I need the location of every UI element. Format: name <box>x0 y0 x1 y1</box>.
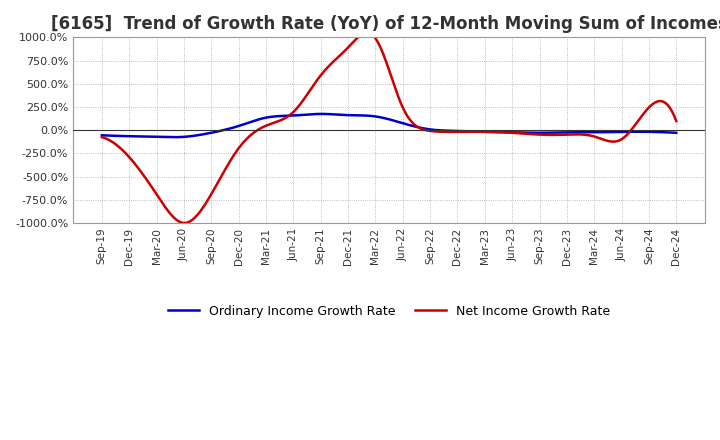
Ordinary Income Growth Rate <box>453 128 462 134</box>
Ordinary Income Growth Rate <box>317 111 325 117</box>
Net Income Growth Rate <box>363 30 372 36</box>
Net Income Growth Rate <box>444 129 452 135</box>
Net Income Growth Rate <box>672 118 680 124</box>
Ordinary Income Growth Rate <box>444 128 452 133</box>
Line: Net Income Growth Rate: Net Income Growth Rate <box>102 33 676 223</box>
Line: Ordinary Income Growth Rate: Ordinary Income Growth Rate <box>102 114 676 137</box>
Net Income Growth Rate <box>441 129 450 135</box>
Ordinary Income Growth Rate <box>441 128 450 133</box>
Ordinary Income Growth Rate <box>168 135 177 140</box>
Ordinary Income Growth Rate <box>585 130 594 135</box>
Net Income Growth Rate <box>99 135 108 140</box>
Ordinary Income Growth Rate <box>97 132 106 138</box>
Net Income Growth Rate <box>97 135 106 140</box>
Net Income Growth Rate <box>622 133 631 138</box>
Net Income Growth Rate <box>453 129 462 135</box>
Legend: Ordinary Income Growth Rate, Net Income Growth Rate: Ordinary Income Growth Rate, Net Income … <box>163 300 615 323</box>
Ordinary Income Growth Rate <box>622 129 631 135</box>
Net Income Growth Rate <box>585 133 594 138</box>
Ordinary Income Growth Rate <box>672 130 680 136</box>
Net Income Growth Rate <box>180 220 189 226</box>
Ordinary Income Growth Rate <box>99 133 108 138</box>
Title: [6165]  Trend of Growth Rate (YoY) of 12-Month Moving Sum of Incomes: [6165] Trend of Growth Rate (YoY) of 12-… <box>50 15 720 33</box>
